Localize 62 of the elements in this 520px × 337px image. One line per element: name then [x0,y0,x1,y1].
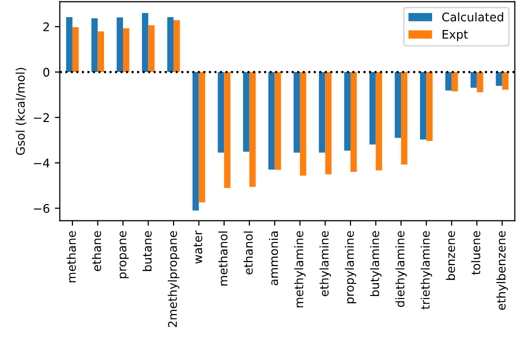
x-tick-label: ethylbenzene [496,231,508,310]
x-tick-label: triethylamine [420,231,432,310]
bar [198,72,206,202]
bar [72,27,79,72]
bar [192,72,199,211]
y-tick-label: −4 [34,158,50,168]
x-tick-label: methane [66,231,76,282]
x-tick-label: toluene [471,231,480,275]
x-tick-label: propane [120,231,129,278]
bar [369,72,376,144]
x-tick-label: benzene [446,231,456,280]
bar [476,72,484,92]
bar [394,72,402,138]
bar [66,17,72,72]
bar [294,72,300,153]
bar [452,72,458,92]
bar [249,72,256,187]
bar [243,72,250,152]
bar [496,72,502,86]
bar [426,72,433,142]
legend-label: Expt [442,30,468,42]
bar [420,72,426,140]
y-tick-label: −2 [34,113,49,122]
bar [445,72,452,90]
x-tick-label: butane [142,231,152,271]
x-tick-label: 2methylpropane [168,231,180,328]
legend-label: Calculated [442,12,504,22]
bar [502,72,508,90]
bar [325,72,332,174]
x-tick-label: propylamine [344,231,356,304]
x-tick-label: ethanol [244,232,253,274]
bar [300,72,306,176]
x-tick-label: ammonia [268,232,278,286]
x-tick-label: water [194,230,202,264]
bar [376,72,382,170]
bar [116,17,123,72]
bar [224,72,230,188]
x-tick-label: butylamine [370,231,382,296]
bar [174,20,180,72]
bar [274,72,281,170]
x-tick-label: ethylamine [320,231,331,296]
bar [167,17,174,72]
x-tick-label: methylamine [294,231,306,308]
bar [122,28,130,72]
bar [350,72,357,172]
y-tick-label: −6 [34,204,50,213]
bar [148,25,155,72]
bar [318,72,326,153]
bar [268,72,275,170]
bar [98,31,104,72]
x-tick-label: ethane [92,231,102,272]
bar [344,72,350,151]
bar [142,13,148,72]
bar [91,18,98,72]
x-tick-label: diethylamine [395,231,407,307]
bar [401,72,408,164]
x-tick-label: methanol [218,232,228,286]
y-axis-title: Gsol (kcal/mol) [16,68,26,155]
y-tick-label: 2 [43,22,49,32]
bar [218,72,224,153]
bar [470,72,477,88]
y-tick-label: 0 [43,68,50,77]
